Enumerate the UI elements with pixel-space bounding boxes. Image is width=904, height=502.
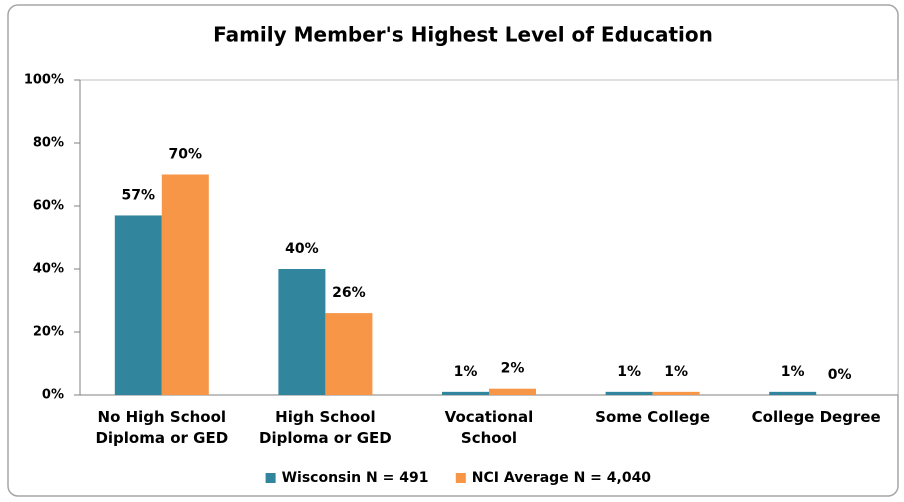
bar: [114, 215, 162, 395]
y-tick-label: 20%: [33, 325, 64, 340]
y-tick-label: 100%: [24, 73, 64, 88]
data-label: 0%: [828, 367, 852, 383]
bar: [325, 313, 373, 395]
data-label: 1%: [664, 364, 688, 380]
data-label: 70%: [169, 147, 203, 163]
data-label: 2%: [501, 361, 525, 377]
x-tick-label: Some College: [595, 408, 710, 426]
x-tick-label: No High School Diploma or GED: [95, 408, 229, 447]
plot-area: [79, 79, 899, 396]
data-label: 26%: [332, 285, 366, 301]
bar: [769, 391, 817, 395]
data-label: 1%: [454, 364, 478, 380]
legend-swatch: [455, 473, 466, 483]
bar: [161, 174, 209, 395]
bar: [278, 269, 326, 395]
x-tick-label: High School Diploma or GED: [259, 408, 392, 447]
x-tick-label: Vocational School: [444, 408, 534, 447]
x-tick-label: College Degree: [751, 408, 881, 426]
data-label: 1%: [781, 364, 805, 380]
bar: [489, 388, 536, 395]
legend-swatch: [265, 473, 276, 483]
bar: [442, 391, 489, 395]
y-tick-label: 60%: [33, 199, 64, 214]
legend-label: NCI Average N = 4,040: [472, 470, 652, 486]
bar: [652, 391, 700, 395]
chart-title: Family Member's Highest Level of Educati…: [213, 23, 713, 47]
legend-label: Wisconsin N = 491: [282, 470, 429, 486]
y-tick-label: 0%: [42, 388, 64, 403]
y-tick-label: 80%: [33, 136, 64, 151]
data-label: 40%: [285, 241, 319, 257]
bar: [605, 391, 653, 395]
data-label: 57%: [122, 187, 156, 203]
y-tick-label: 40%: [33, 262, 64, 277]
data-label: 1%: [617, 364, 641, 380]
